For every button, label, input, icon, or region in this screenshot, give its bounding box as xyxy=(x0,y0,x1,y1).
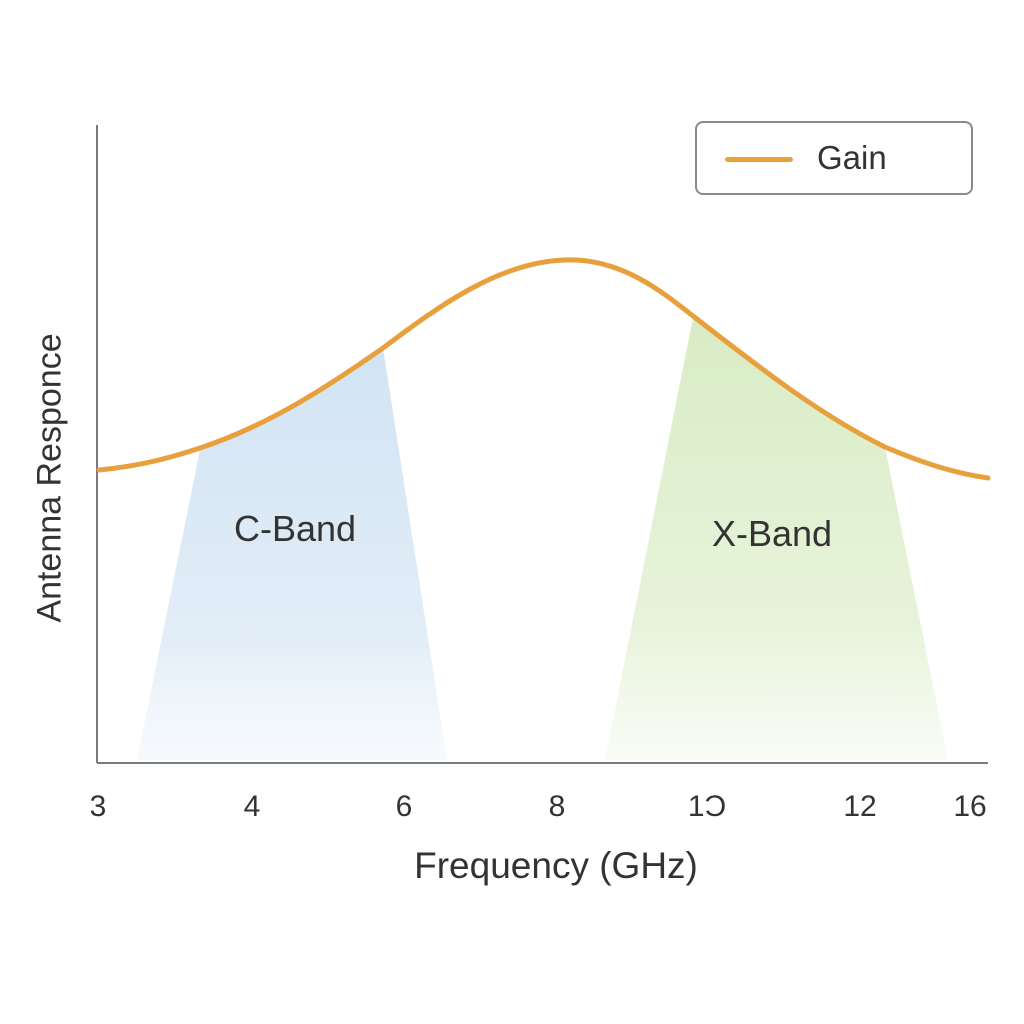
x-tick-label: 3 xyxy=(89,790,107,823)
x-axis-title: Frequency (GHz) xyxy=(414,845,698,886)
x-tick-label: 6 xyxy=(395,790,413,823)
c-band-label: C-Band xyxy=(233,508,357,549)
legend: Gain xyxy=(695,121,973,195)
x-tick-label: 1Ͻ xyxy=(687,790,727,823)
x-band-region xyxy=(605,318,948,760)
x-band-label: X-Band xyxy=(711,513,833,554)
x-tick-label: 8 xyxy=(548,790,566,823)
x-tick-label: 16 xyxy=(953,790,987,823)
gain-line xyxy=(96,257,991,481)
c-band-region xyxy=(137,348,447,760)
legend-line-swatch-icon xyxy=(725,157,793,162)
x-tick-label: 12 xyxy=(843,790,877,823)
x-tick-label: 4 xyxy=(243,790,261,823)
y-axis-title: Antenna Responce xyxy=(30,333,69,623)
legend-label-gain: Gain xyxy=(817,139,887,176)
